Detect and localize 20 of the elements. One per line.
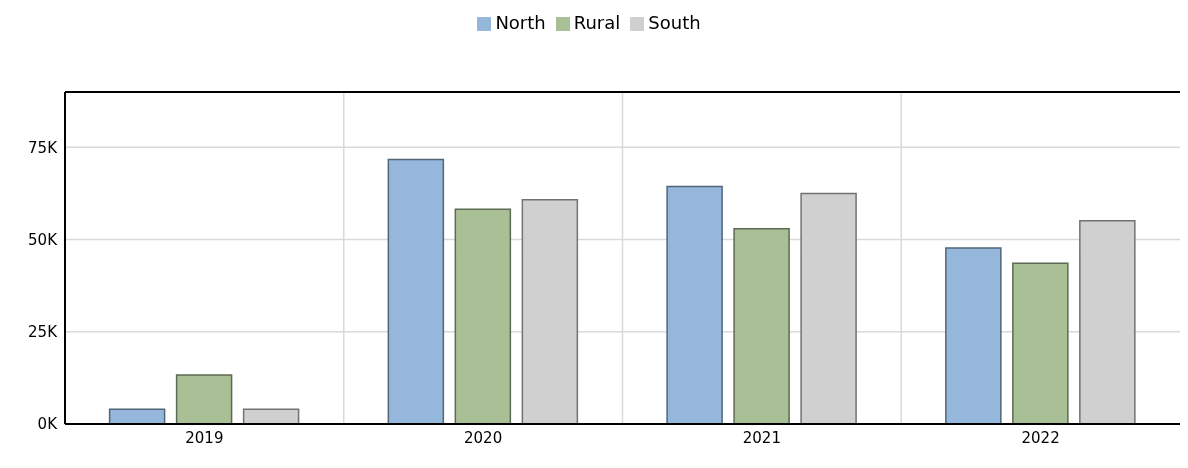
legend-label: North bbox=[495, 12, 546, 33]
x-tick-label: 2019 bbox=[185, 428, 224, 447]
legend-label: Rural bbox=[573, 12, 621, 33]
y-tick-label: 25K bbox=[28, 323, 59, 342]
y-tick-label: 0K bbox=[37, 415, 59, 434]
bar bbox=[387, 158, 445, 424]
bar bbox=[733, 228, 790, 424]
x-tick-label: 2020 bbox=[464, 428, 503, 447]
legend-label: South bbox=[648, 12, 701, 33]
bar bbox=[108, 408, 166, 424]
bar bbox=[454, 208, 512, 424]
bar bbox=[175, 374, 233, 424]
bar bbox=[242, 408, 300, 424]
x-tick-label: 2021 bbox=[742, 428, 781, 447]
y-tick-label: 50K bbox=[28, 230, 59, 249]
bar bbox=[1012, 262, 1069, 424]
bar bbox=[945, 247, 1002, 424]
x-tick-label: 2022 bbox=[1021, 428, 1060, 447]
bar bbox=[666, 185, 723, 424]
y-tick-label: 75K bbox=[28, 138, 59, 157]
